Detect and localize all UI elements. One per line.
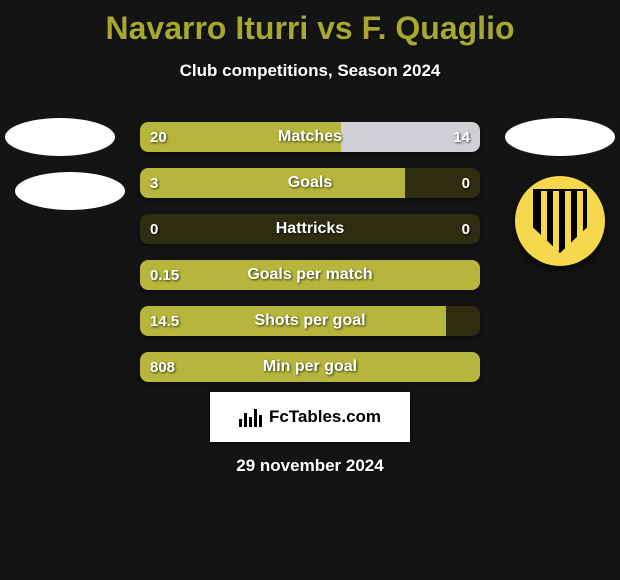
player1-club-placeholder (15, 172, 125, 210)
stat-label: Goals (140, 168, 480, 198)
comparison-bars: 2014Matches 30Goals 00Hattricks 0.15Goals p… (140, 122, 480, 398)
brand-text: FcTables.com (269, 407, 381, 427)
stat-bar: 30Goals (140, 168, 480, 198)
player2-avatar-placeholder (505, 118, 615, 156)
stat-label: Matches (140, 122, 480, 152)
stat-label: Min per goal (140, 352, 480, 382)
stat-bar: 0.15Goals per match (140, 260, 480, 290)
stat-label: Hattricks (140, 214, 480, 244)
stat-label: Goals per match (140, 260, 480, 290)
stat-bar: 808Min per goal (140, 352, 480, 382)
player1-avatar-placeholder (5, 118, 115, 156)
stat-bar: 2014Matches (140, 122, 480, 152)
subtitle: Club competitions, Season 2024 (0, 61, 620, 81)
brand-chart-icon (239, 407, 263, 427)
date-label: 29 november 2024 (0, 456, 620, 476)
stat-bar: 14.5Shots per goal (140, 306, 480, 336)
player2-club-badge (515, 176, 605, 266)
stat-label: Shots per goal (140, 306, 480, 336)
club-stripes-icon (533, 189, 587, 253)
page-title: Navarro Iturri vs F. Quaglio (0, 0, 620, 47)
stat-bar: 00Hattricks (140, 214, 480, 244)
brand-box: FcTables.com (210, 392, 410, 442)
